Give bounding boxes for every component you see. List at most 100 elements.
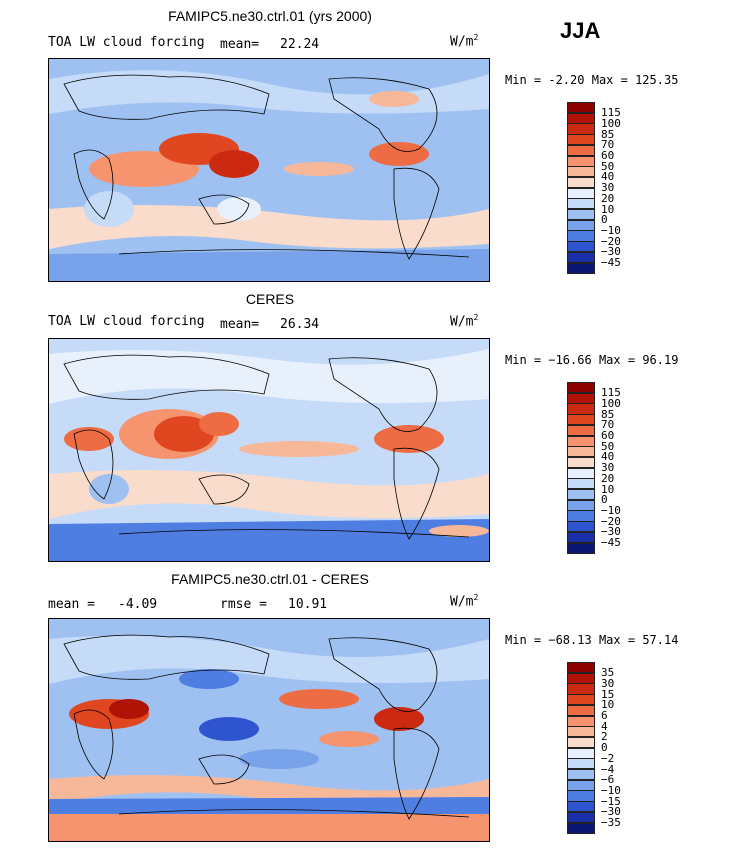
colorbar-swatch [567,521,595,533]
colorbar-label: 2 [601,730,608,744]
colorbar-swatch [567,123,595,135]
colorbar-label: 70 [601,418,615,432]
colorbar-label: −20 [601,514,621,528]
colorbar-swatch [567,822,595,834]
colorbar-label: −30 [601,525,621,539]
panel-3-min-label: Min = [505,633,542,647]
panel-1-map [48,58,490,282]
panel-1-title: FAMIPC5.ne30.ctrl.01 (yrs 2000) [168,8,372,24]
colorbar-label: −45 [601,536,621,549]
colorbar-label: 6 [601,709,608,722]
colorbar-label: 10 [601,698,615,712]
colorbar-swatch [567,542,595,554]
colorbar-swatch [567,230,595,242]
colorbar-label: 115 [601,386,621,400]
colorbar-label: −10 [601,503,621,517]
panel-2-mean-label: mean= [220,317,260,332]
colorbar-label: 115 [601,106,621,120]
colorbar-swatch [567,790,595,802]
panel-2-mean-value: 26.34 [280,317,320,332]
colorbar-swatch [567,219,595,231]
colorbar-swatch [567,198,595,210]
colorbar-label: 70 [601,138,615,152]
panel-3-rmse-label: rmse = [220,597,267,612]
panel-3-rmse-value: 10.91 [288,597,328,612]
colorbar-swatch [567,446,595,458]
colorbar-swatch [567,704,595,716]
panel-3-max-value: 57.14 [642,633,679,647]
panel-1-mean-label: mean= [220,37,260,52]
colorbar-swatch [567,726,595,738]
colorbar-label: 0 [601,741,608,755]
panel-2-min-value: −16.66 [548,353,592,367]
panel-2-max-value: 96.19 [642,353,679,367]
panel-1-max-value: 125.35 [635,73,679,87]
colorbar-label: −30 [601,805,621,819]
colorbar-label: 35 [601,666,615,680]
colorbar-swatch [567,241,595,253]
colorbar-label: −2 [601,751,615,765]
colorbar-swatch [567,489,595,501]
colorbar-label: −10 [601,783,621,797]
colorbar-swatch [567,187,595,199]
colorbar-swatch [567,392,595,404]
season-label: JJA [560,18,601,43]
colorbar-swatch [567,747,595,759]
colorbar-swatch [567,662,595,674]
colorbar-label: −30 [601,245,621,259]
panel-3-minmax: Min = −68.13 Max = 57.14 [505,633,678,647]
panel-2-units: W/m2 [450,313,478,329]
colorbar-swatch [567,209,595,221]
colorbar-label: 10 [601,202,615,216]
colorbar-swatch [567,499,595,511]
panel-2-max-label: Max = [598,353,636,367]
colorbar-label: 30 [601,461,615,475]
colorbar-swatch [567,155,595,167]
colorbar-label: −10 [601,223,621,237]
panel-3-units: W/m2 [450,593,478,609]
colorbar-label: 100 [601,396,621,410]
colorbar-swatch [567,134,595,146]
colorbar-swatch [567,672,595,684]
panel-1-field-label: TOA LW cloud forcing [48,35,205,50]
colorbar-swatch [567,112,595,124]
colorbar-label: 100 [601,116,621,130]
colorbar-label: −4 [601,762,615,776]
colorbar-label: 20 [601,471,615,485]
panel-3-map-svg [49,619,489,841]
panel-3-max-label: Max = [598,633,636,647]
colorbar-label: 0 [601,493,608,507]
panel-3-units-exp: 2 [473,593,479,602]
colorbar-swatch [567,510,595,522]
colorbar-swatch [567,478,595,490]
panel-1-units-text: W/m [450,34,474,50]
colorbar-swatch [567,456,595,469]
colorbar-swatch [567,251,595,263]
colorbar-swatch [567,435,595,447]
panel-2-units-text: W/m [450,314,474,330]
colorbar-swatch [567,779,595,791]
panel-1-min-value: -2.20 [548,73,585,87]
panel-1-colorbar: 115 100 85 70 60 50 40 30 20 10 0 −10 −20 −30 −45 [567,102,657,274]
panel-3-min-value: −68.13 [548,633,592,647]
panel-3-mean-label: mean = [48,597,95,612]
colorbar-label: 85 [601,127,615,141]
colorbar-swatch [567,102,595,114]
colorbar-label: 60 [601,429,615,442]
colorbar-label: 30 [601,676,615,690]
panel-2-title: CERES [245,291,295,307]
colorbar-label: 20 [601,191,615,205]
panel-2-field-label: TOA LW cloud forcing [48,314,205,329]
colorbar-label: −20 [601,234,621,248]
colorbar-swatch [567,715,595,727]
colorbar-label: 4 [601,719,608,733]
panel-2-colorbar: 115 100 85 70 60 50 40 30 20 10 0 −10 −20 −30 −45 [567,382,657,554]
panel-2-units-exp: 2 [473,313,479,322]
colorbar-label: −6 [601,773,615,787]
panel-3-title: FAMIPC5.ne30.ctrl.01 - CERES [171,571,369,587]
colorbar-swatch [567,176,595,189]
panel-1-mean-value: 22.24 [280,37,320,52]
colorbar-swatch [567,424,595,436]
colorbar-swatch [567,801,595,813]
panel-2-min-label: Min = [505,353,542,367]
